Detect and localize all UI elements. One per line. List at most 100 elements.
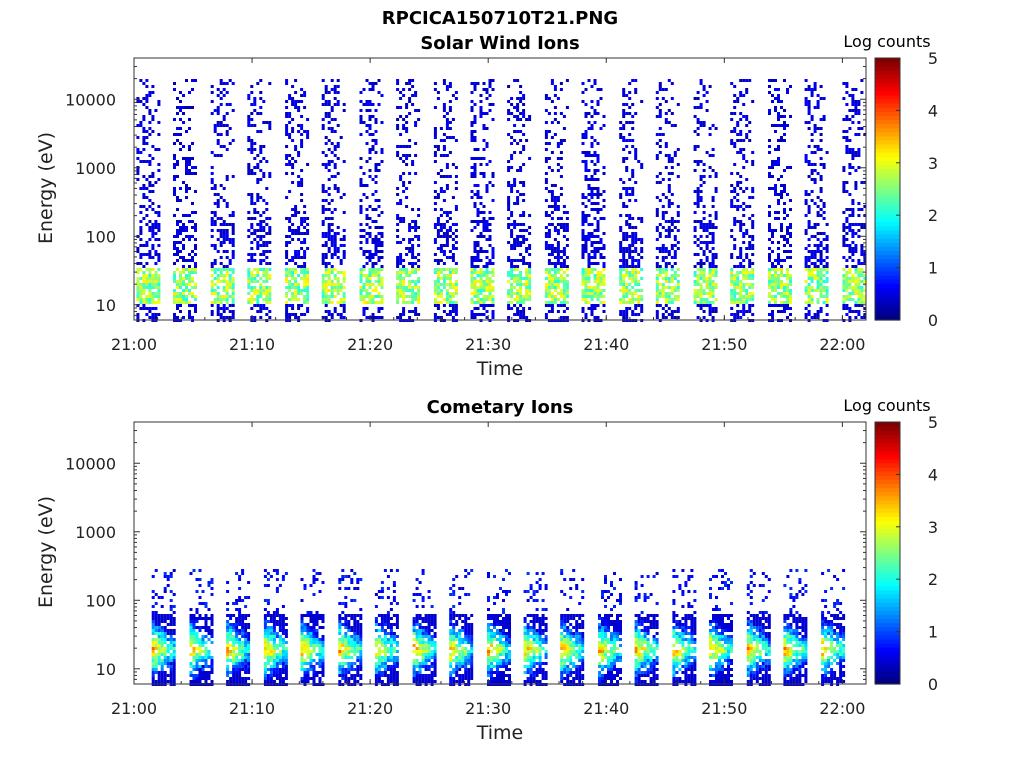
- heatmap-cell: [337, 172, 340, 175]
- heatmap-cell: [805, 265, 808, 268]
- heatmap-cell: [823, 301, 826, 304]
- heatmap-cell: [677, 148, 680, 151]
- heatmap-cell: [477, 244, 480, 247]
- heatmap-cell: [786, 166, 789, 169]
- heatmap-cell: [545, 172, 548, 175]
- heatmap-cell: [842, 283, 845, 286]
- heatmap-cell: [771, 160, 774, 163]
- heatmap-cell: [375, 199, 378, 202]
- heatmap-cell: [560, 175, 563, 178]
- heatmap-cell: [455, 223, 458, 226]
- heatmap-cell: [851, 148, 854, 151]
- heatmap-cell: [668, 286, 671, 289]
- heatmap-cell: [285, 256, 288, 259]
- heatmap-cell: [375, 208, 378, 211]
- heatmap-cell: [259, 268, 262, 271]
- heatmap-cell: [700, 295, 703, 298]
- heatmap-cell: [510, 184, 513, 187]
- heatmap-cell: [381, 283, 384, 286]
- heatmap-cell: [789, 250, 792, 253]
- heatmap-cell: [656, 280, 659, 283]
- heatmap-cell: [845, 148, 848, 151]
- heatmap-cell: [659, 139, 662, 142]
- heatmap-cell: [151, 247, 154, 250]
- heatmap-cell: [665, 118, 668, 121]
- heatmap-cell: [548, 286, 551, 289]
- heatmap-cell: [300, 142, 303, 145]
- heatmap-cell: [381, 316, 384, 319]
- heatmap-cell: [378, 274, 381, 277]
- heatmap-cell: [625, 235, 628, 238]
- heatmap-cell: [622, 256, 625, 259]
- heatmap-cell: [507, 301, 510, 304]
- heatmap-cell: [659, 115, 662, 118]
- heatmap-cell: [417, 280, 420, 283]
- heatmap-cell: [697, 262, 700, 265]
- heatmap-cell: [486, 298, 489, 301]
- heatmap-cell: [522, 307, 525, 310]
- heatmap-cell: [736, 292, 739, 295]
- heatmap-cell: [179, 187, 182, 190]
- heatmap-cell: [554, 238, 557, 241]
- heatmap-cell: [694, 148, 697, 151]
- heatmap-cell: [455, 292, 458, 295]
- heatmap-cell: [697, 295, 700, 298]
- heatmap-cell: [343, 250, 346, 253]
- heatmap-cell: [510, 112, 513, 115]
- heatmap-cell: [748, 130, 751, 133]
- heatmap-cell: [366, 130, 369, 133]
- heatmap-cell: [408, 250, 411, 253]
- heatmap-cell: [477, 211, 480, 214]
- heatmap-cell: [700, 286, 703, 289]
- heatmap-cell: [628, 91, 631, 94]
- heatmap-cell: [408, 274, 411, 277]
- heatmap-cell: [157, 163, 160, 166]
- heatmap-cell: [522, 163, 525, 166]
- heatmap-cell: [375, 82, 378, 85]
- heatmap-cell: [820, 259, 823, 262]
- heatmap-cell: [446, 235, 449, 238]
- heatmap-cell: [256, 244, 259, 247]
- heatmap-cell: [507, 169, 510, 172]
- heatmap-cell: [842, 295, 845, 298]
- heatmap-cell: [808, 106, 811, 109]
- heatmap-cell: [771, 268, 774, 271]
- heatmap-cell: [848, 229, 851, 232]
- heatmap-cell: [145, 85, 148, 88]
- heatmap-cell: [434, 208, 437, 211]
- heatmap-cell: [585, 217, 588, 220]
- heatmap-cell: [405, 115, 408, 118]
- heatmap-cell: [437, 223, 440, 226]
- heatmap-cell: [736, 310, 739, 313]
- heatmap-cell: [331, 88, 334, 91]
- heatmap-cell: [325, 304, 328, 307]
- heatmap-cell: [343, 280, 346, 283]
- heatmap-cell: [288, 259, 291, 262]
- heatmap-cell: [253, 253, 256, 256]
- heatmap-cell: [566, 244, 569, 247]
- heatmap-cell: [551, 184, 554, 187]
- heatmap-cell: [188, 277, 191, 280]
- heatmap-cell: [262, 286, 265, 289]
- heatmap-cell: [188, 313, 191, 316]
- heatmap-cell: [703, 205, 706, 208]
- heatmap-cell: [489, 244, 492, 247]
- heatmap-cell: [223, 145, 226, 148]
- heatmap-cell: [366, 160, 369, 163]
- heatmap-cell: [522, 181, 525, 184]
- heatmap-cell: [659, 88, 662, 91]
- heatmap-cell: [857, 283, 860, 286]
- heatmap-cell: [256, 298, 259, 301]
- heatmap-cell: [369, 151, 372, 154]
- heatmap-cell: [223, 235, 226, 238]
- heatmap-cell: [516, 109, 519, 112]
- heatmap-cell: [477, 256, 480, 259]
- heatmap-cell: [483, 148, 486, 151]
- heatmap-cell: [288, 274, 291, 277]
- heatmap-cell: [674, 238, 677, 241]
- heatmap-cell: [145, 307, 148, 310]
- heatmap-cell: [551, 79, 554, 82]
- heatmap-cell: [665, 274, 668, 277]
- heatmap-cell: [700, 292, 703, 295]
- heatmap-cell: [588, 301, 591, 304]
